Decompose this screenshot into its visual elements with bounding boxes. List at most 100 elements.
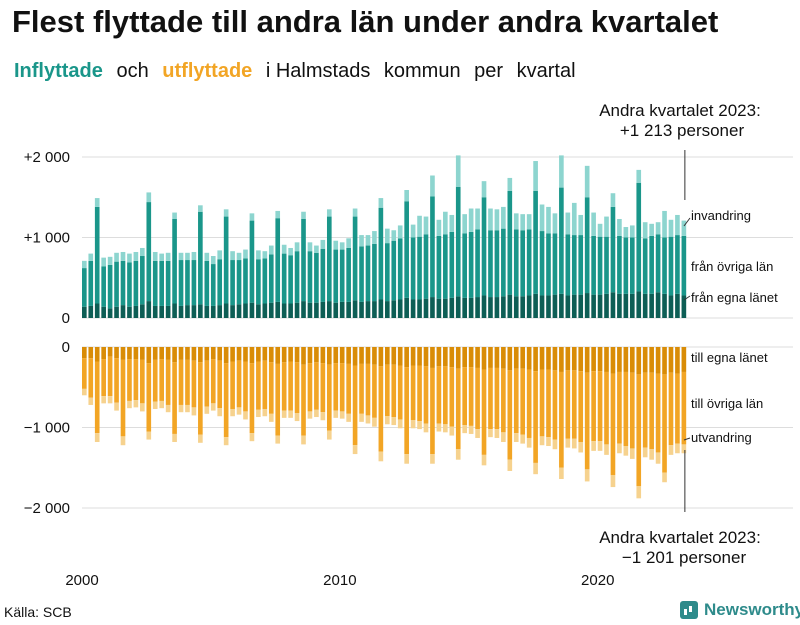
- outflow-bar-segment: [339, 411, 345, 419]
- inflow-bar-segment: [140, 256, 145, 305]
- inflow-bar-segment: [636, 169, 642, 183]
- subtitle-inflow-label: Inflyttade: [14, 60, 103, 82]
- outflow-bar-segment: [314, 362, 319, 410]
- outflow-bar-segment: [372, 364, 377, 418]
- outflow-bar-segment: [107, 347, 113, 357]
- outflow-bar-segment: [423, 347, 429, 367]
- outflow-bar-segment: [668, 372, 674, 446]
- annotation-top-line2: +1 213 personer: [620, 121, 745, 140]
- inflow-bar-segment: [249, 213, 255, 221]
- outflow-bar-segment: [455, 449, 461, 460]
- inflow-bar-segment: [410, 237, 416, 300]
- inflow-bar-segment: [462, 233, 467, 298]
- subtitle-and: och: [116, 60, 149, 82]
- inflow-bar-segment: [107, 308, 113, 318]
- inflow-bar-segment: [475, 297, 480, 318]
- inflow-bar-segment: [662, 210, 667, 238]
- outflow-bar-segment: [436, 423, 442, 432]
- inflow-bar-segment: [346, 301, 351, 318]
- inflow-bar-segment: [649, 223, 654, 236]
- outflow-bar-segment: [230, 361, 235, 409]
- inflow-bar-segment: [204, 260, 210, 306]
- inflow-bar-segment: [352, 208, 358, 217]
- outflow-bar-segment: [359, 413, 364, 422]
- outflow-bar-segment: [365, 415, 371, 424]
- outflow-bar-segment: [294, 362, 300, 414]
- outflow-bar-segment: [140, 359, 145, 404]
- inflow-bar-segment: [597, 223, 603, 237]
- outflow-bar-segment: [230, 347, 235, 362]
- inflow-bar-segment: [101, 306, 106, 318]
- outflow-bar-segment: [165, 347, 171, 360]
- inflow-bar-segment: [210, 264, 216, 306]
- outflow-bar-segment: [636, 374, 642, 487]
- inflow-bar-segment: [423, 216, 429, 235]
- inflow-bar-segment: [481, 197, 487, 296]
- inflow-bar-segment: [501, 228, 506, 297]
- inflow-bar-segment: [629, 225, 635, 238]
- inflow-bar-segment: [243, 303, 248, 318]
- inflow-bar-segment: [494, 209, 500, 231]
- outflow-bar-segment: [223, 347, 229, 364]
- inflow-bar-segment: [172, 303, 177, 318]
- inflow-bar-segment: [430, 175, 435, 197]
- outflow-bar-segment: [275, 347, 281, 364]
- outflow-bar-segment: [468, 367, 474, 426]
- outflow-bar-segment: [675, 347, 680, 374]
- inflow-bar-segment: [288, 255, 293, 304]
- outflow-bar-segment: [307, 411, 313, 419]
- outflow-bar-segment: [649, 372, 654, 450]
- outflow-bar-segment: [397, 365, 403, 420]
- outflow-bar-segment: [513, 433, 519, 442]
- inflow-bar-segment: [217, 250, 223, 260]
- outflow-bar-segment: [642, 347, 648, 373]
- outflow-bar-segment: [436, 347, 442, 367]
- inflow-bar-segment: [410, 224, 416, 238]
- inflow-bar-segment: [243, 249, 248, 259]
- outflow-bar-segment: [133, 347, 139, 360]
- inflow-bar-segment: [436, 235, 442, 299]
- inflow-bar-segment: [352, 216, 358, 301]
- inflow-bar-segment: [262, 258, 268, 304]
- inflow-bar-segment: [146, 192, 152, 203]
- inflow-bar-segment: [236, 304, 242, 318]
- outflow-bar-segment: [597, 371, 603, 442]
- outflow-bar-segment: [604, 371, 609, 445]
- inflow-bar-segment: [617, 235, 622, 294]
- subtitle-outflow-label: utflyttade: [162, 60, 253, 82]
- outflow-bar-segment: [662, 472, 667, 483]
- outflow-bar-segment: [320, 363, 326, 413]
- outflow-bar-segment: [256, 347, 261, 362]
- inflow-bar-segment: [288, 247, 293, 256]
- inflow-bar-segment: [649, 235, 654, 294]
- inflow-bar-segment: [307, 242, 313, 252]
- outflow-bar-segment: [629, 347, 635, 373]
- inflow-bar-segment: [417, 299, 422, 318]
- outflow-bar-segment: [430, 347, 435, 368]
- inflow-bar-segment: [159, 253, 164, 261]
- outflow-bar-segment: [185, 359, 190, 405]
- outflow-bar-segment: [539, 347, 545, 370]
- inflow-bar-segment: [314, 302, 319, 318]
- inflow-bar-segment: [462, 214, 467, 234]
- inflow-bar-segment: [584, 293, 590, 318]
- outflow-bar-segment: [107, 396, 113, 404]
- outflow-bar-segment: [314, 347, 319, 363]
- y-tick-label: −1 000: [24, 420, 70, 437]
- outflow-bar-segment: [397, 347, 403, 366]
- inflow-bar-segment: [256, 304, 261, 318]
- outflow-bar-segment: [481, 369, 487, 455]
- inflow-bar-segment: [359, 235, 364, 247]
- inflow-bar-segment: [307, 302, 313, 318]
- inflow-bar-segment: [268, 302, 274, 318]
- outflow-bar-segment: [552, 439, 558, 450]
- inflow-bar-segment: [488, 230, 493, 298]
- outflow-bar-segment: [526, 437, 532, 448]
- outflow-bar-segment: [578, 371, 584, 442]
- inflow-bar-segment: [584, 165, 590, 198]
- outflow-bar-segment: [326, 430, 332, 440]
- inflow-bar-segment: [610, 292, 616, 318]
- y-tick-label: 0: [62, 339, 70, 356]
- outflow-bar-segment: [507, 370, 513, 460]
- inflow-bar-segment: [82, 268, 87, 307]
